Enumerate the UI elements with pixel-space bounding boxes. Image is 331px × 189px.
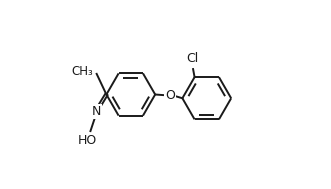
Text: O: O bbox=[165, 89, 175, 102]
Text: N: N bbox=[91, 105, 101, 118]
Text: HO: HO bbox=[78, 134, 97, 147]
Text: CH₃: CH₃ bbox=[71, 65, 93, 78]
Text: Cl: Cl bbox=[187, 52, 199, 65]
